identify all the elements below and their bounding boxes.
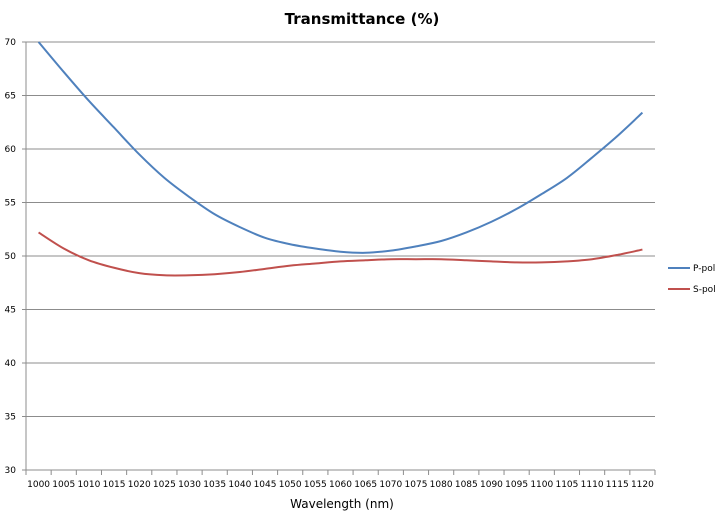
x-tick-label: 1110 xyxy=(581,480,604,490)
x-tick-label: 1035 xyxy=(203,480,226,490)
x-tick-label: 1115 xyxy=(606,480,629,490)
y-tick-label: 45 xyxy=(5,306,16,316)
y-tick-label: 30 xyxy=(5,466,17,476)
y-tick-label: 70 xyxy=(5,38,17,48)
x-tick-label: 1045 xyxy=(254,480,277,490)
x-tick-label: 1075 xyxy=(405,480,428,490)
x-tick-label: 1055 xyxy=(304,480,327,490)
x-tick-label: 1065 xyxy=(354,480,377,490)
series-line-s-pol xyxy=(38,231,643,277)
x-tick-label: 1005 xyxy=(52,480,75,490)
series-line-p-pol xyxy=(37,41,644,254)
x-tick-label: 1105 xyxy=(555,480,578,490)
x-tick-label: 1095 xyxy=(505,480,528,490)
axes xyxy=(25,42,656,475)
x-tick-label: 1020 xyxy=(128,480,151,490)
x-tick-label: 1070 xyxy=(379,480,402,490)
y-tick-label: 55 xyxy=(5,199,16,209)
x-tick-label: 1085 xyxy=(455,480,478,490)
y-tick-label: 50 xyxy=(5,252,17,262)
legend-label-p-pol: P-pol xyxy=(693,264,715,274)
y-tick-label: 60 xyxy=(5,145,17,155)
legend: P-pol S-pol xyxy=(668,264,716,295)
gridlines xyxy=(22,41,655,471)
x-tick-label: 1120 xyxy=(631,480,654,490)
y-tick-labels: 30 35 40 45 50 55 60 65 70 xyxy=(5,38,17,476)
x-tick-label: 1030 xyxy=(178,480,201,490)
x-tick-label: 1025 xyxy=(153,480,176,490)
x-tick-label: 1040 xyxy=(228,480,251,490)
legend-label-s-pol: S-pol xyxy=(693,285,716,295)
x-tick-label: 1060 xyxy=(329,480,352,490)
y-tick-label: 35 xyxy=(5,413,16,423)
x-tick-label: 1010 xyxy=(77,480,100,490)
x-tick-label: 1090 xyxy=(480,480,503,490)
y-tick-label: 40 xyxy=(5,359,17,369)
x-tick-label: 1050 xyxy=(279,480,302,490)
x-tick-labels: 1000 1005 1010 1015 1020 1025 1030 1035 1040 1045… xyxy=(27,480,654,490)
x-tick-label: 1015 xyxy=(103,480,126,490)
x-tick-label: 1000 xyxy=(27,480,50,490)
chart-title: Transmittance (%) xyxy=(285,10,440,28)
y-tick-label: 65 xyxy=(5,92,16,102)
series-lines xyxy=(37,41,644,277)
x-axis-label: Wavelength (nm) xyxy=(290,497,394,511)
x-tick-label: 1080 xyxy=(430,480,453,490)
x-tick-label: 1100 xyxy=(530,480,553,490)
